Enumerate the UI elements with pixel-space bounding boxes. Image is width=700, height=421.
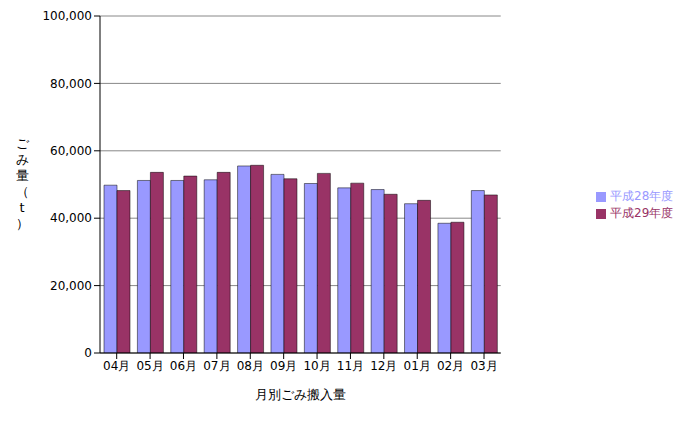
html-text:平成29年度: 平成29年度 — [610, 206, 674, 220]
svg-text:0: 0 — [84, 346, 92, 360]
svg-text:12月: 12月 — [370, 359, 397, 373]
html-text:平成28年度: 平成28年度 — [610, 189, 674, 203]
svg-text:100,000: 100,000 — [42, 9, 92, 23]
svg-text:80,000: 80,000 — [50, 77, 92, 91]
svg-text:月別ごみ搬入量: 月別ごみ搬入量 — [255, 387, 346, 402]
svg-text:20,000: 20,000 — [50, 279, 92, 293]
svg-text:05月: 05月 — [136, 359, 163, 373]
svg-text:08月: 08月 — [237, 359, 264, 373]
svg-text:02月: 02月 — [437, 359, 464, 373]
svg-text:06月: 06月 — [170, 359, 197, 373]
svg-text:04月: 04月 — [103, 359, 130, 373]
svg-text:40,000: 40,000 — [50, 211, 92, 225]
svg-text:10月: 10月 — [303, 359, 330, 373]
svg-text:11月: 11月 — [337, 359, 364, 373]
svg-text:09月: 09月 — [270, 359, 297, 373]
svg-text:60,000: 60,000 — [50, 144, 92, 158]
svg-text:07月: 07月 — [203, 359, 230, 373]
svg-text:ごみ量（t）: ごみ量（t） — [16, 136, 30, 231]
svg-text:01月: 01月 — [404, 359, 431, 373]
svg-text:03月: 03月 — [470, 359, 497, 373]
